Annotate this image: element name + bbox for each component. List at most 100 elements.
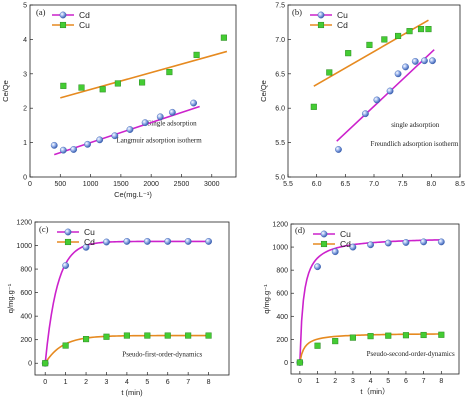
data-point-cd — [310, 103, 317, 110]
legend-marker — [59, 21, 67, 29]
y-tick-label: 3 — [23, 71, 27, 78]
x-axis-title: t（min） — [360, 387, 389, 396]
annotation: Pseudo-second-order-dynamics — [367, 350, 455, 358]
legend-marker — [320, 240, 328, 248]
x-tick-label: 500 — [54, 181, 66, 188]
data-point-cu — [437, 238, 445, 246]
data-point-cu — [184, 238, 192, 245]
legend-label: Cu — [337, 10, 348, 20]
data-point-cd — [367, 333, 374, 340]
x-tick-label: 6.5 — [340, 181, 350, 188]
data-point-cu — [166, 69, 173, 76]
legend-label: Cd — [84, 237, 95, 247]
panel-label: (b) — [292, 7, 302, 17]
x-tick-label: 0 — [28, 181, 32, 188]
x-tick-label: 2 — [333, 378, 337, 385]
x-tick-label: 1 — [316, 378, 320, 385]
data-point-cd — [141, 119, 149, 127]
plot-frame — [287, 4, 461, 178]
x-tick-label: 6 — [166, 379, 170, 386]
data-point-cd — [395, 32, 402, 40]
y-tick-label: 6.0 — [275, 106, 285, 113]
data-point-cd — [345, 50, 352, 57]
data-point-cd — [417, 26, 425, 33]
data-point-cd — [420, 331, 427, 339]
chart-panel-4: 0 1 2 3 4 5 6 7 8 0 200 400 600 800 1000 1200 t（min） q/mg… — [262, 222, 460, 396]
chart-panel-3: 0 1 2 3 4 5 6 7 8 0 200 400 600 800 1000 1200 t (min) q/m… — [6, 220, 230, 397]
data-point-cu — [139, 79, 146, 86]
y-axis-title: q/mg.g⁻¹ — [6, 283, 15, 313]
x-axis-title: Ce(mg.L⁻¹) — [114, 190, 152, 199]
fit-line-cu — [60, 50, 228, 99]
data-point-cu — [164, 238, 172, 245]
x-tick-label: 8.5 — [455, 181, 465, 188]
legend-marker — [317, 11, 325, 19]
data-point-cu — [99, 86, 106, 93]
annotation: Freundlich adsorption isotherm — [371, 140, 459, 148]
data-point-cu — [62, 262, 70, 269]
y-tick-label: 400 — [276, 314, 288, 321]
data-point-cd — [62, 342, 69, 349]
x-tick-label: 8.0 — [426, 181, 436, 188]
chart-panel-1: 0 500 1000 1500 2000 2500 3000 0 1 2 3 4 5 Ce(mg.L⁻¹)… — [1, 3, 237, 199]
data-point-cu — [429, 57, 436, 65]
y-tick-label: 0 — [28, 361, 32, 368]
data-point-cd — [314, 342, 321, 349]
panel-label: (c) — [39, 224, 49, 234]
data-point-cu — [361, 110, 369, 118]
y-axis-title: q/mg.g⁻¹ — [262, 284, 271, 314]
data-point-cd — [205, 332, 212, 339]
legend-label: Cu — [79, 20, 90, 30]
x-tick-label: 8 — [439, 378, 443, 385]
x-axis-title: t (min) — [121, 388, 143, 397]
y-tick-label: 5 — [23, 3, 27, 10]
data-point-cd — [326, 69, 333, 76]
y-tick-label: 4 — [23, 37, 27, 44]
x-tick-label: 5 — [145, 379, 149, 386]
data-point-cu — [411, 58, 419, 65]
data-point-cd — [296, 359, 303, 366]
data-point-cu — [349, 243, 357, 251]
data-point-cu — [367, 241, 374, 249]
data-point-cd — [425, 26, 432, 33]
x-tick-label: 6.0 — [312, 181, 322, 188]
data-point-cd — [402, 332, 409, 339]
y-axis-title: Ce/Qe — [1, 80, 10, 102]
y-tick-label: 200 — [276, 337, 288, 344]
data-point-cd — [164, 332, 171, 339]
x-tick-label: 8 — [207, 379, 211, 386]
data-point-cd — [381, 36, 388, 43]
data-point-cd — [156, 113, 164, 121]
fit-line-cu — [299, 239, 442, 363]
data-point-cu — [384, 239, 392, 247]
annotation: single adsorption — [391, 121, 440, 129]
y-tick-label: 7.0 — [275, 37, 285, 44]
y-tick-label: 5.0 — [275, 175, 285, 182]
chart-panel-2: 5.5 6.0 6.5 7.0 7.5 8.0 8.55.05.56.06.57.07.5C… — [259, 3, 465, 189]
x-tick-label: 6 — [404, 378, 408, 385]
y-axis-title: Ce/Qe — [259, 80, 268, 102]
data-point-cd — [185, 332, 192, 339]
x-tick-label: 2500 — [174, 181, 190, 188]
y-tick-label: 2 — [23, 106, 27, 113]
x-tick-label: 5 — [386, 378, 390, 385]
data-point-cu — [78, 84, 85, 91]
x-tick-label: 1000 — [83, 181, 99, 188]
plot-frame — [290, 223, 460, 375]
legend-marker — [59, 11, 67, 19]
legend-marker — [64, 238, 72, 246]
x-tick-label: 7 — [422, 378, 426, 385]
data-point-cu — [82, 243, 90, 251]
data-point-cd — [103, 333, 110, 340]
data-point-cd — [438, 331, 445, 338]
y-tick-label: 1000 — [16, 243, 32, 250]
y-tick-label: 400 — [20, 314, 32, 321]
x-tick-label: 2 — [84, 379, 88, 386]
panel-label: (a) — [36, 7, 46, 17]
legend-marker — [320, 230, 328, 238]
y-tick-label: 1000 — [272, 245, 288, 252]
legend-label: Cd — [340, 239, 351, 249]
